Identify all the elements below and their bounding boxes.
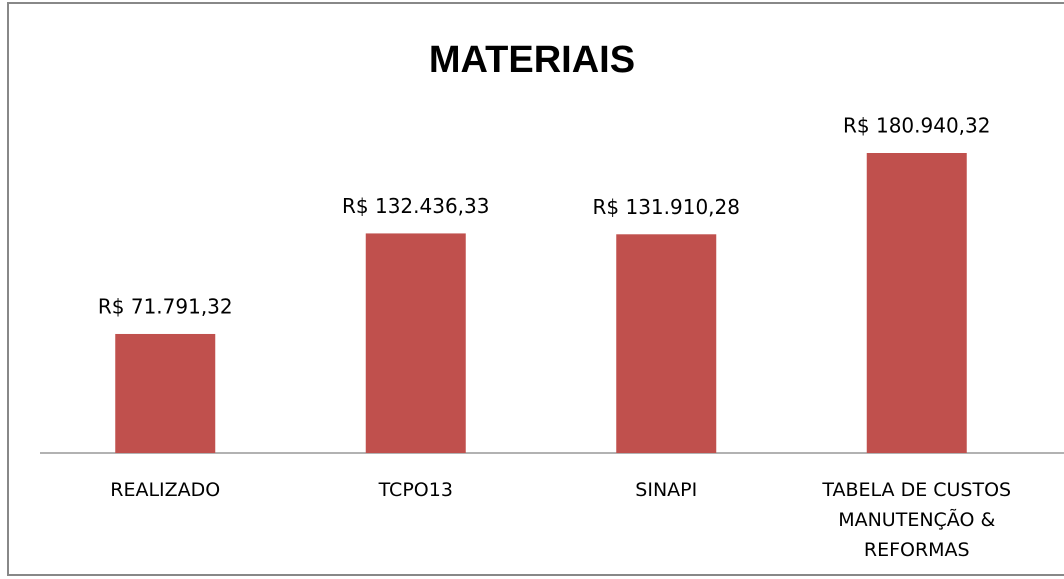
chart-frame <box>7 2 1064 576</box>
chart-title: MATERIAIS <box>429 39 635 81</box>
x-tick-label: REALIZADO <box>110 479 221 501</box>
bar <box>115 333 216 453</box>
value-label: R$ 180.940,32 <box>843 114 991 138</box>
value-label: R$ 131.910,28 <box>593 195 741 219</box>
value-label: R$ 71.791,32 <box>98 294 233 318</box>
bar <box>616 234 717 453</box>
x-tick-label: TCPO13 <box>378 479 453 501</box>
bar <box>365 233 466 453</box>
x-tick-label: TABELA DE CUSTOS MANUTENÇÃO & REFORMAS <box>822 479 1012 561</box>
x-tick-label: SINAPI <box>635 479 698 501</box>
bar <box>866 153 967 453</box>
value-label: R$ 132.436,33 <box>342 194 490 218</box>
